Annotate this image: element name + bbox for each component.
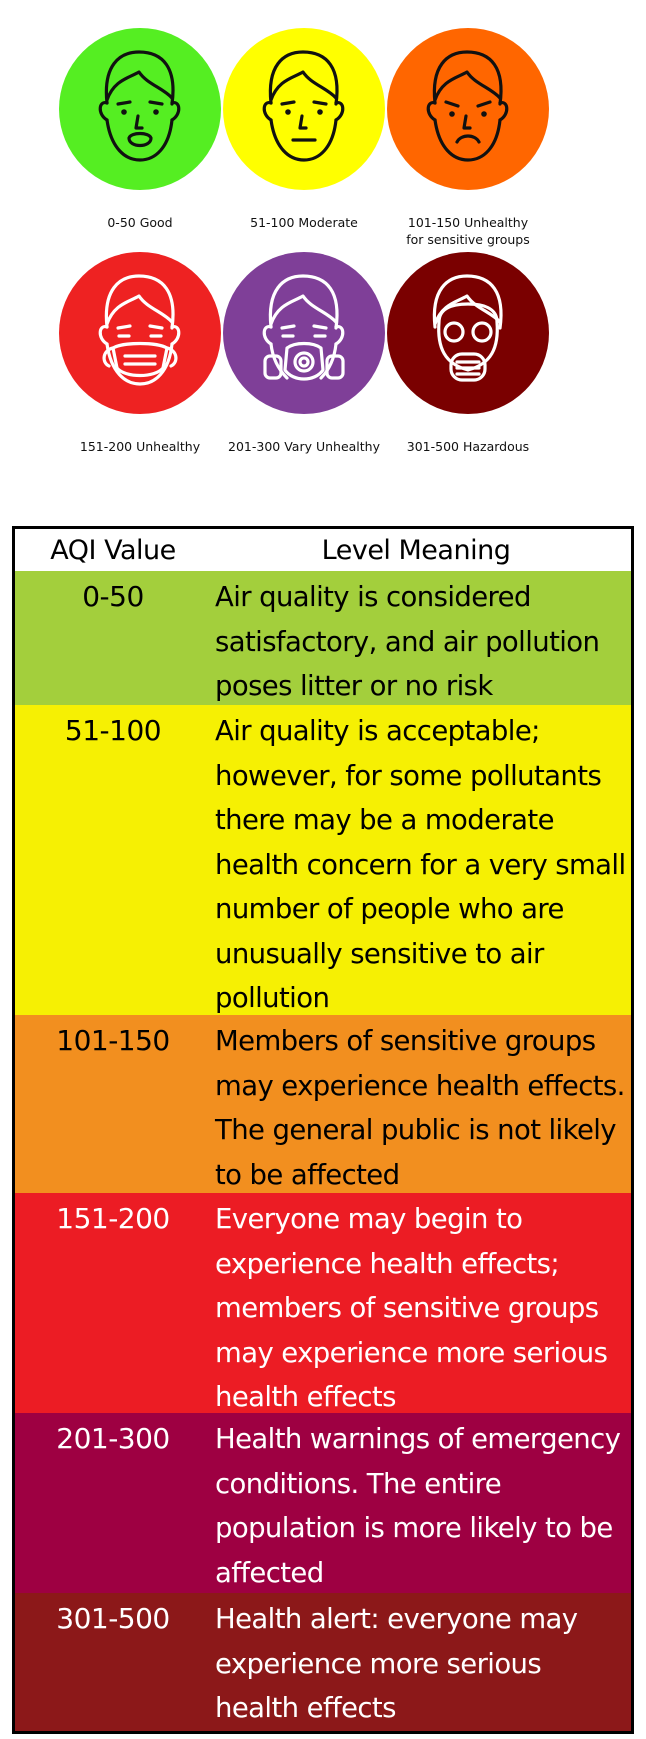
aqi-icon-grid: 0-50 Good 51-100 M — [0, 0, 646, 500]
aqi-range: 301-500 — [56, 1602, 170, 1635]
level-meaning: Members of sensitive groups may experien… — [215, 1025, 625, 1191]
aqi-range: 51-100 — [64, 714, 162, 747]
aqi-table: AQI Value Level Meaning 0-50 Air quality… — [12, 526, 634, 1734]
category-label-line2: for sensitive groups — [406, 232, 530, 247]
level-meaning: Health alert: everyone may experience mo… — [215, 1603, 578, 1724]
neutral-face-icon — [223, 28, 385, 190]
level-meaning: Air quality is considered satisfactory, … — [215, 581, 600, 702]
respirator-face-icon — [223, 252, 385, 414]
table-row: 101-150 Members of sensitive groups may … — [15, 1015, 631, 1193]
level-meaning: Health warnings of emergency conditions.… — [215, 1423, 621, 1589]
category-unhealthy-sensitive: 101-150 Unhealthy for sensitive groups — [376, 28, 560, 248]
category-hazardous: 301-500 Hazardous — [376, 252, 560, 455]
category-label: 0-50 Good — [107, 215, 173, 230]
worried-face-icon — [387, 28, 549, 190]
category-moderate: 51-100 Moderate — [212, 28, 396, 231]
aqi-range: 151-200 — [56, 1202, 170, 1235]
aqi-range: 201-300 — [56, 1422, 170, 1455]
table-row: 201-300 Health warnings of emergency con… — [15, 1413, 631, 1593]
category-label-line1: 101-150 Unhealthy — [407, 215, 529, 230]
category-label: 151-200 Unhealthy — [79, 439, 201, 454]
header-aqi-value: AQI Value — [50, 534, 176, 566]
category-good: 0-50 Good — [48, 28, 232, 231]
category-very-unhealthy: 201-300 Vary Unhealthy — [212, 252, 396, 455]
gas-mask-face-icon — [387, 252, 549, 414]
category-label: 301-500 Hazardous — [406, 439, 530, 454]
surgical-mask-face-icon — [59, 252, 221, 414]
table-row: 51-100 Air quality is acceptable; howeve… — [15, 705, 631, 1015]
category-label: 101-150 Unhealthy for sensitive groups — [376, 214, 560, 248]
category-label: 51-100 Moderate — [250, 215, 358, 230]
aqi-range: 101-150 — [56, 1024, 170, 1057]
category-unhealthy: 151-200 Unhealthy — [48, 252, 232, 455]
open-mouth-face-icon — [59, 28, 221, 190]
table-header: AQI Value Level Meaning — [15, 529, 631, 571]
aqi-range: 0-50 — [82, 580, 144, 613]
level-meaning: Air quality is acceptable; however, for … — [215, 715, 626, 1014]
table-row: 301-500 Health alert: everyone may exper… — [15, 1593, 631, 1731]
header-level-meaning: Level Meaning — [321, 534, 511, 566]
level-meaning: Everyone may begin to experience health … — [215, 1203, 608, 1413]
table-row: 151-200 Everyone may begin to experience… — [15, 1193, 631, 1413]
table-row: 0-50 Air quality is considered satisfact… — [15, 571, 631, 705]
category-label: 201-300 Vary Unhealthy — [228, 439, 380, 454]
